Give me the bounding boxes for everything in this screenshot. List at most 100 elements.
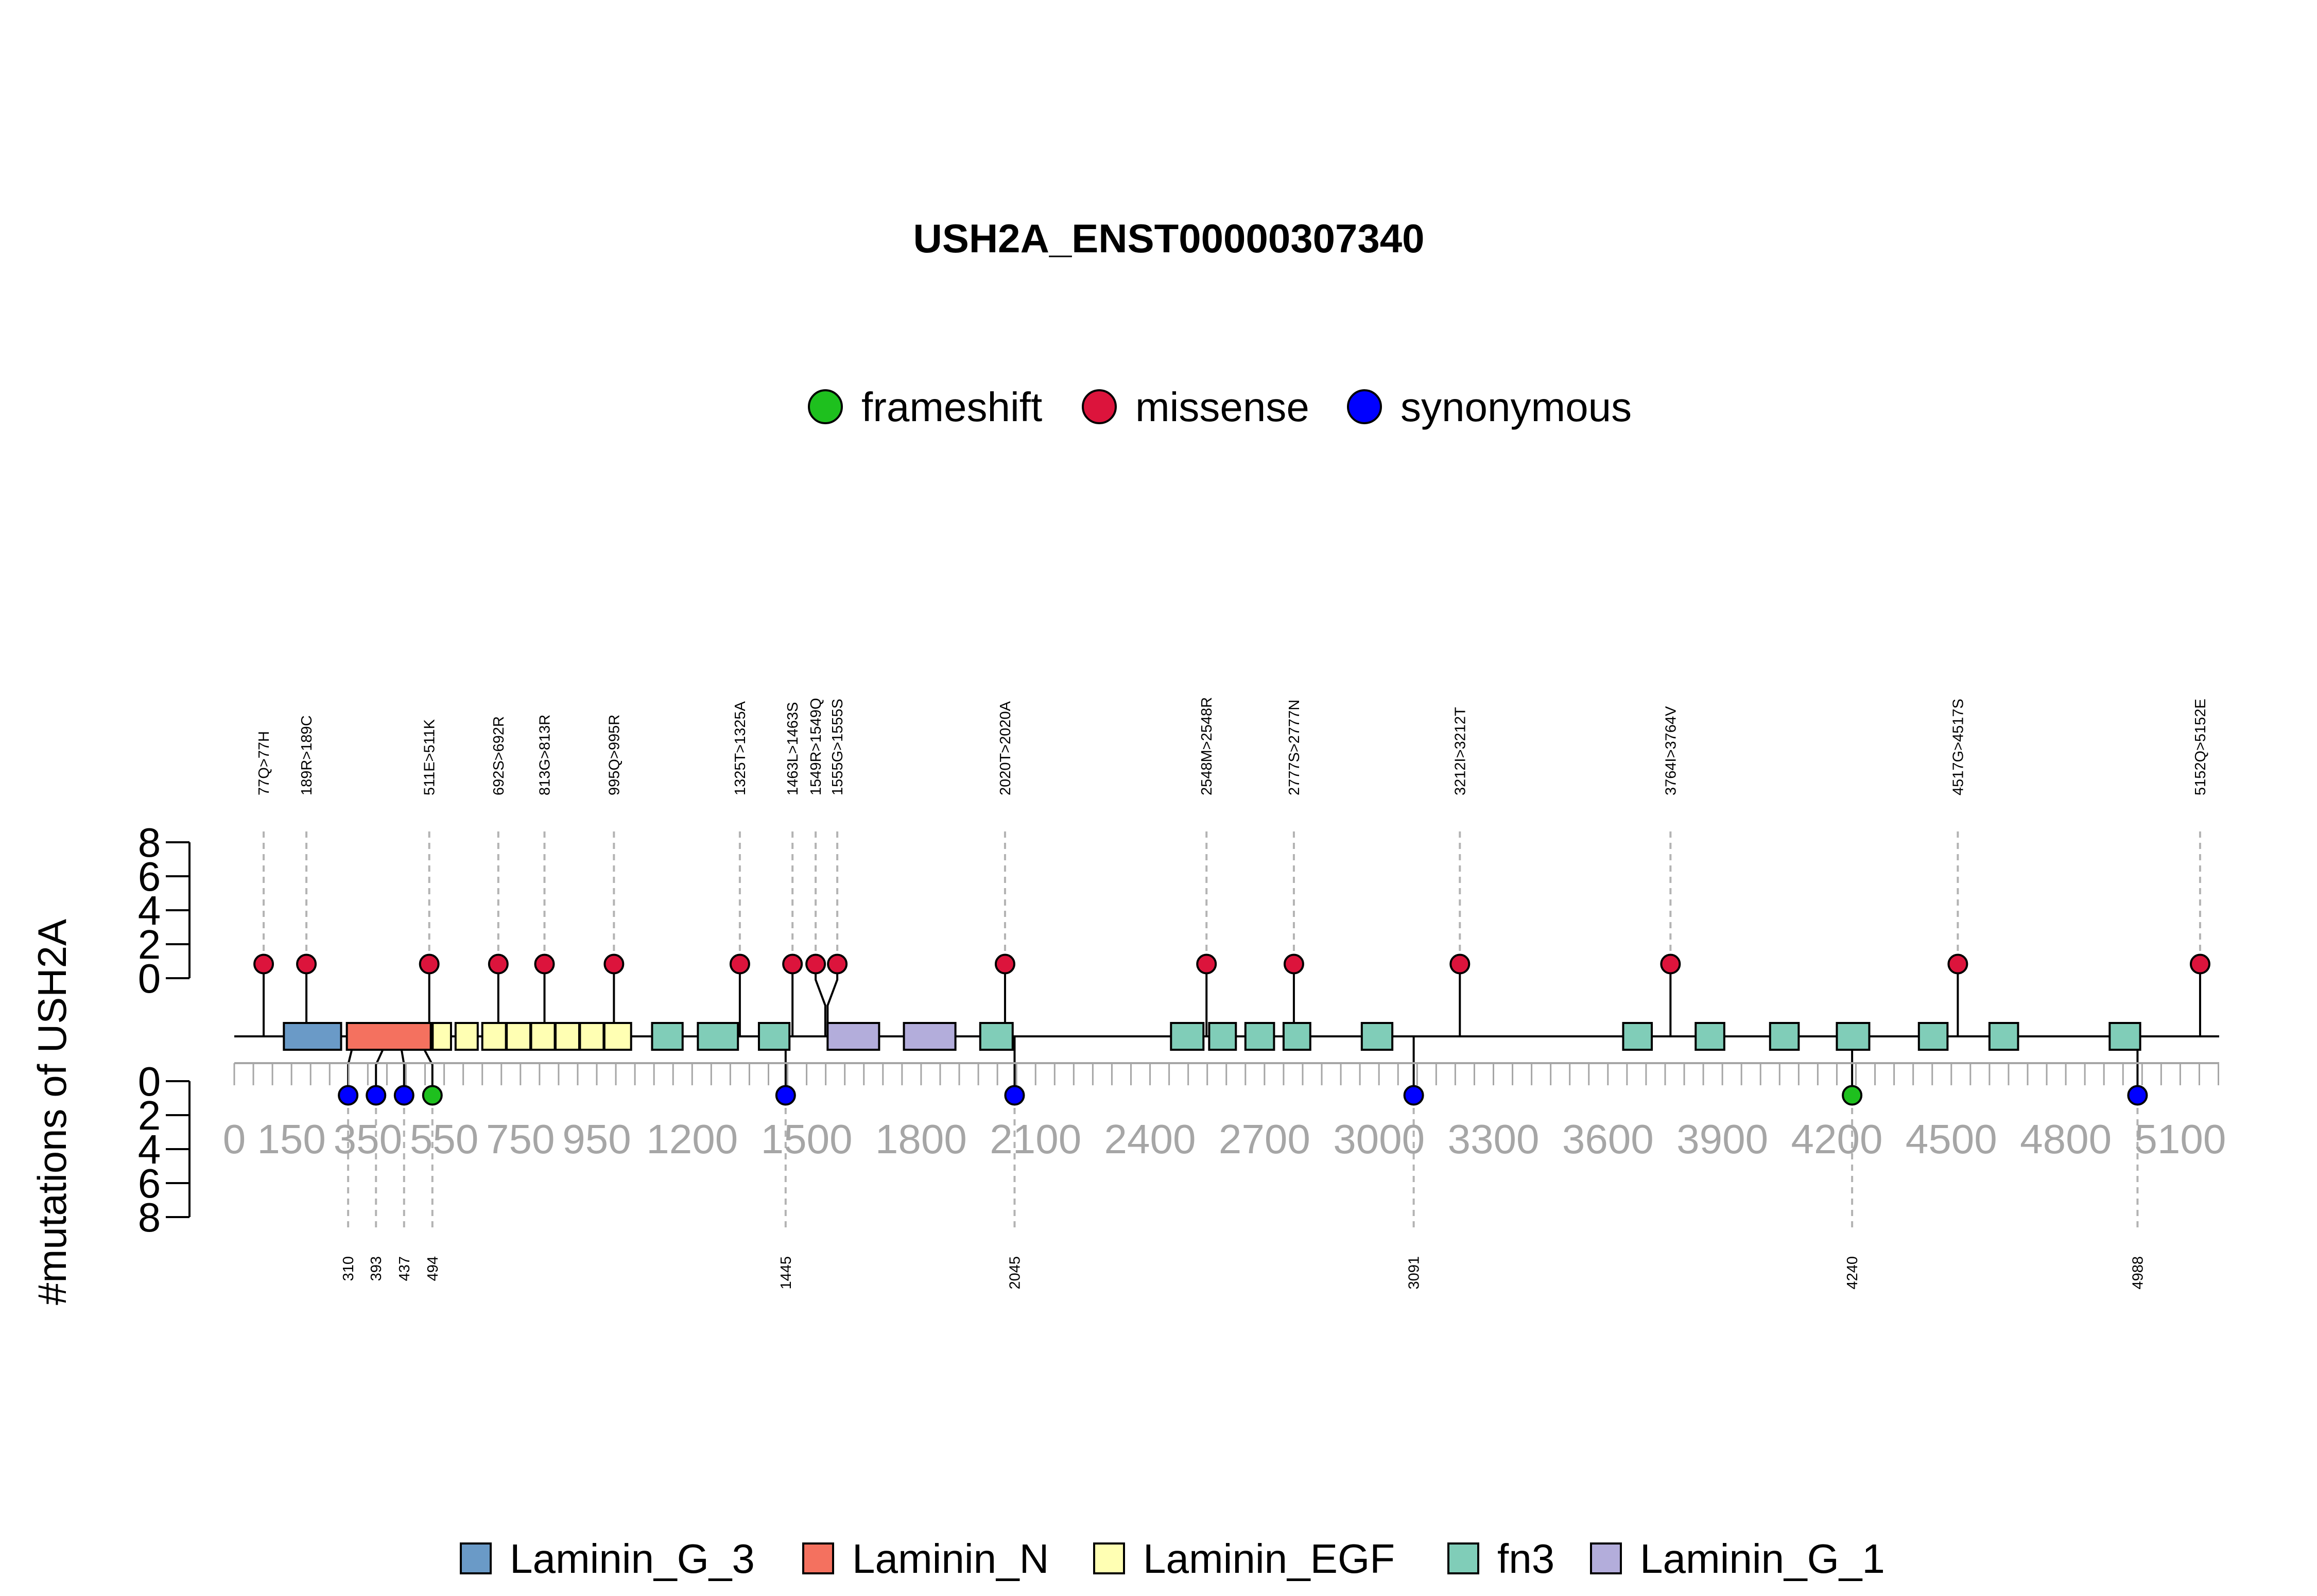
mutation-head-494 xyxy=(422,1085,443,1106)
mutation-head-1555 xyxy=(827,953,848,975)
mutation-label-310: 310 xyxy=(340,1256,357,1281)
domain-fn3-19 xyxy=(1282,1022,1311,1051)
legend-frameshift-marker xyxy=(808,389,843,424)
label-guide-lines xyxy=(263,831,2201,1230)
mutation-stem-1549 xyxy=(815,964,826,1036)
x-tick-label: 4200 xyxy=(1791,1116,1882,1162)
mutation-head-813 xyxy=(534,953,555,975)
mutation-label-393: 393 xyxy=(368,1256,385,1281)
x-tick-label: 3900 xyxy=(1676,1116,1768,1162)
x-tick-label: 4800 xyxy=(2020,1116,2112,1162)
x-tick-label: 2700 xyxy=(1219,1116,1310,1162)
domain-fn3-18 xyxy=(1244,1022,1275,1051)
legend-synonymous-marker xyxy=(1347,389,1382,424)
mutation-label-2777: 2777S>2777N xyxy=(1286,700,1303,795)
domain-fn3-22 xyxy=(1694,1022,1725,1051)
domain-Laminin_EGF-7 xyxy=(554,1022,580,1051)
mutation-head-77 xyxy=(253,953,274,975)
legend-Laminin_EGF-label: Laminin_EGF xyxy=(1143,1536,1395,1582)
mutation-head-4517 xyxy=(1947,953,1968,975)
y-top-tick-label: 0 xyxy=(138,956,161,1001)
domain-fn3-24 xyxy=(1836,1022,1871,1051)
mutation-head-393 xyxy=(366,1085,387,1106)
x-tick-label: 2400 xyxy=(1104,1116,1196,1162)
y-axis-label: #mutations of USH2A xyxy=(29,919,75,1305)
legend-fn3-swatch xyxy=(1447,1542,1479,1574)
domain-Laminin_EGF-8 xyxy=(579,1022,605,1051)
mutation-label-511: 511E>511K xyxy=(422,719,438,795)
domain-fn3-11 xyxy=(697,1022,739,1051)
mutation-label-77: 77Q>77H xyxy=(256,731,272,795)
x-tick-label: 750 xyxy=(486,1116,555,1162)
mutation-label-692: 692S>692R xyxy=(491,716,507,795)
mutation-head-437 xyxy=(393,1085,414,1106)
domain-fn3-21 xyxy=(1622,1022,1653,1051)
domain-fn3-16 xyxy=(1170,1022,1205,1051)
mutation-label-3091: 3091 xyxy=(1406,1256,1423,1290)
mutation-head-511 xyxy=(419,953,440,975)
y-bottom-tick-label: 4 xyxy=(138,1126,161,1172)
mutation-label-494: 494 xyxy=(425,1256,441,1281)
legend-Laminin_N-swatch xyxy=(802,1542,834,1574)
y-top-tick-label: 4 xyxy=(138,888,161,933)
y-bottom-tick-label: 6 xyxy=(138,1160,161,1206)
mutation-head-1325 xyxy=(729,953,750,975)
legend-synonymous-label: synonymous xyxy=(1400,384,1632,430)
mutation-label-1463: 1463L>1463S xyxy=(785,702,801,795)
domain-Laminin_N-1 xyxy=(345,1022,432,1051)
domain-Laminin_EGF-2 xyxy=(431,1022,452,1051)
mutation-head-2548 xyxy=(1196,953,1217,975)
lollipop-heads xyxy=(253,953,2210,1106)
domain-fn3-10 xyxy=(651,1022,684,1051)
x-tick-label: 1200 xyxy=(646,1116,738,1162)
y-top-tick-label: 2 xyxy=(138,922,161,967)
domain-fn3-25 xyxy=(1917,1022,1949,1051)
mutation-label-4988: 4988 xyxy=(2130,1256,2146,1290)
mutation-head-3212 xyxy=(1449,953,1471,975)
domain-fn3-20 xyxy=(1360,1022,1394,1051)
mutation-label-3212: 3212I>3212T xyxy=(1452,707,1468,795)
y-bottom-tick-label: 0 xyxy=(138,1059,161,1104)
mutation-label-813: 813G>813R xyxy=(537,715,553,795)
x-tick-label: 5100 xyxy=(2134,1116,2226,1162)
domain-Laminin_EGF-3 xyxy=(454,1022,479,1051)
mutation-head-5152 xyxy=(2189,953,2210,975)
domain-fn3-12 xyxy=(757,1022,791,1051)
mutation-head-2020 xyxy=(994,953,1015,975)
mutation-head-692 xyxy=(488,953,509,975)
x-tick-label: 3300 xyxy=(1448,1116,1540,1162)
mutation-label-189: 189R>189C xyxy=(299,715,315,795)
mutation-head-3764 xyxy=(1660,953,1681,975)
mutation-label-1325: 1325T>1325A xyxy=(732,701,749,795)
legend-Laminin_EGF-swatch xyxy=(1093,1542,1125,1574)
domain-Laminin_EGF-9 xyxy=(603,1022,632,1051)
mutation-head-189 xyxy=(296,953,317,975)
domain-fn3-23 xyxy=(1769,1022,1800,1051)
y-bottom-tick-label: 8 xyxy=(138,1194,161,1240)
domain-Laminin_G_3-0 xyxy=(283,1022,342,1051)
x-tick-label: 1800 xyxy=(875,1116,967,1162)
x-tick-label: 950 xyxy=(562,1116,631,1162)
mutation-label-437: 437 xyxy=(396,1256,413,1281)
mutation-label-2548: 2548M>2548R xyxy=(1199,697,1215,795)
mutation-label-3764: 3764I>3764V xyxy=(1663,706,1679,795)
mutation-label-4517: 4517G>4517S xyxy=(1950,699,1966,795)
mutation-head-3091 xyxy=(1403,1085,1424,1106)
y-top-tick-label: 6 xyxy=(138,854,161,899)
domain-Laminin_EGF-4 xyxy=(481,1022,507,1051)
x-tick-label: 2100 xyxy=(990,1116,1081,1162)
legend-frameshift-label: frameshift xyxy=(861,384,1042,430)
legend-Laminin_G_1-label: Laminin_G_1 xyxy=(1640,1536,1885,1582)
x-tick-label: 4500 xyxy=(1906,1116,1997,1162)
mutation-label-1549: 1549R>1549Q xyxy=(808,698,824,795)
mutation-label-2020: 2020T>2020A xyxy=(997,701,1014,795)
legend-missense-marker xyxy=(1082,389,1117,424)
mutation-labels: 77Q>77H 189R>189C 511E>511K 692S>692R 813G>8… xyxy=(256,697,2209,1290)
x-tick-label: 1500 xyxy=(761,1116,853,1162)
protein-domains xyxy=(283,1022,2141,1051)
legend-Laminin_G_1-swatch xyxy=(1590,1542,1622,1574)
legend-Laminin_G_3-swatch xyxy=(460,1542,492,1574)
